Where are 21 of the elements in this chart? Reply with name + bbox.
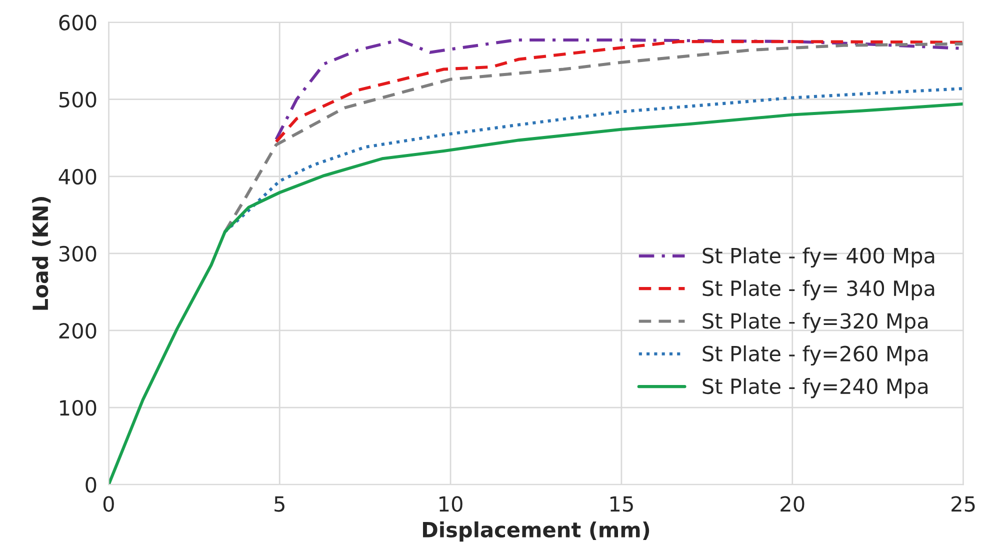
y-tick-label: 0 bbox=[86, 477, 96, 493]
y-axis-title: Load (KN) bbox=[32, 197, 51, 310]
y-tick-label: 500 bbox=[59, 92, 96, 108]
legend-label: St Plate - fy= 340 Mpa bbox=[702, 280, 934, 300]
x-tick-label: 20 bbox=[780, 496, 804, 512]
x-axis-title: Displacement (mm) bbox=[423, 521, 650, 542]
y-tick-label: 400 bbox=[58, 168, 96, 185]
x-tick-label: 15 bbox=[610, 496, 633, 512]
x-tick-label: 5 bbox=[274, 496, 284, 512]
x-tick-label: 10 bbox=[440, 496, 462, 512]
y-tick-label: 300 bbox=[59, 246, 96, 262]
y-tick-label: 200 bbox=[59, 322, 96, 339]
line-series bbox=[223, 42, 964, 234]
y-tick-label: 100 bbox=[60, 400, 96, 416]
legend-label: St Plate - fy=320 Mpa bbox=[702, 312, 928, 333]
legend-label: St Plate - fy=260 Mpa bbox=[702, 345, 928, 366]
x-tick-label: 0 bbox=[103, 496, 114, 512]
y-tick-label: 600 bbox=[59, 14, 96, 30]
legend-label: St Plate - fy=240 Mpa bbox=[702, 378, 928, 398]
x-tick-label: 25 bbox=[952, 496, 975, 512]
legend-label: St Plate - fy= 400 Mpa bbox=[702, 247, 934, 268]
